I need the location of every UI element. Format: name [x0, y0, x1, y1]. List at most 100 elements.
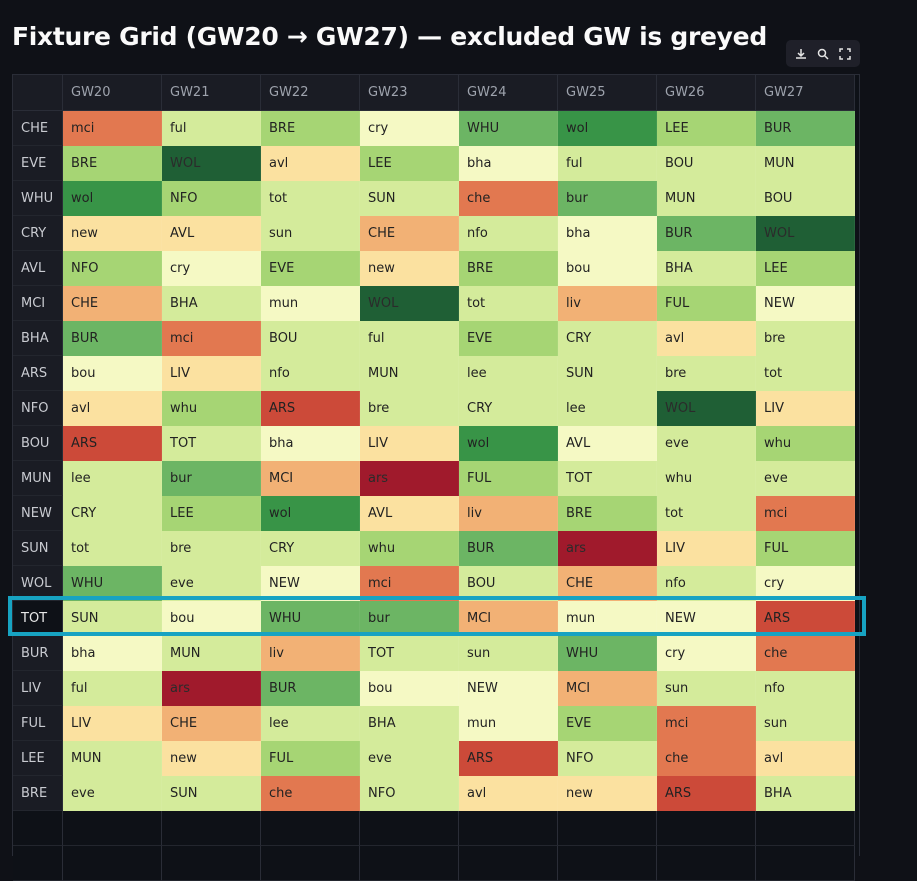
fixture-cell[interactable]: cry: [657, 636, 756, 671]
fixture-cell[interactable]: WHU: [558, 636, 657, 671]
fixture-cell[interactable]: ful: [63, 671, 162, 706]
fixture-cell[interactable]: che: [756, 636, 855, 671]
fixture-cell[interactable]: EVE: [261, 251, 360, 286]
fixture-cell[interactable]: MUN: [657, 181, 756, 216]
fixture-cell[interactable]: LIV: [162, 356, 261, 391]
fixture-cell[interactable]: CRY: [459, 391, 558, 426]
fixture-cell[interactable]: bha: [459, 146, 558, 181]
fixture-cell[interactable]: eve: [360, 741, 459, 776]
fixture-cell[interactable]: AVL: [162, 216, 261, 251]
fixture-cell[interactable]: bur: [162, 461, 261, 496]
fixture-cell[interactable]: BUR: [459, 531, 558, 566]
fixture-cell[interactable]: liv: [459, 496, 558, 531]
fixture-cell[interactable]: LIV: [63, 706, 162, 741]
row-team-label[interactable]: CRY: [13, 216, 63, 251]
fixture-cell[interactable]: nfo: [657, 566, 756, 601]
fixture-cell[interactable]: bre: [360, 391, 459, 426]
fixture-cell[interactable]: LEE: [756, 251, 855, 286]
fixture-cell[interactable]: bha: [261, 426, 360, 461]
fixture-cell[interactable]: BOU: [657, 146, 756, 181]
row-team-label[interactable]: CHE: [13, 111, 63, 146]
fixture-cell[interactable]: LEE: [360, 146, 459, 181]
fixture-cell[interactable]: bou: [360, 671, 459, 706]
row-team-label[interactable]: EVE: [13, 146, 63, 181]
column-header-gw23[interactable]: GW23: [360, 75, 459, 111]
fixture-cell[interactable]: NEW: [756, 286, 855, 321]
fixture-cell[interactable]: BUR: [63, 321, 162, 356]
fixture-cell[interactable]: BRE: [459, 251, 558, 286]
fixture-cell[interactable]: bur: [360, 601, 459, 636]
fixture-cell[interactable]: BUR: [657, 216, 756, 251]
row-team-label[interactable]: ARS: [13, 356, 63, 391]
fixture-cell[interactable]: AVL: [558, 426, 657, 461]
fixture-cell[interactable]: che: [657, 741, 756, 776]
fixture-cell[interactable]: wol: [261, 496, 360, 531]
fixture-cell[interactable]: mci: [657, 706, 756, 741]
row-team-label[interactable]: LIV: [13, 671, 63, 706]
fixture-cell[interactable]: ARS: [756, 601, 855, 636]
fixture-cell[interactable]: NEW: [459, 671, 558, 706]
fixture-cell[interactable]: eve: [63, 776, 162, 811]
fixture-cell[interactable]: new: [162, 741, 261, 776]
fixture-cell[interactable]: WHU: [261, 601, 360, 636]
fixture-cell[interactable]: eve: [756, 461, 855, 496]
fixture-cell[interactable]: mun: [261, 286, 360, 321]
fixture-cell[interactable]: CHE: [63, 286, 162, 321]
fixture-cell[interactable]: WOL: [360, 286, 459, 321]
fixture-cell[interactable]: whu: [162, 391, 261, 426]
fixture-cell[interactable]: MUN: [360, 356, 459, 391]
fixture-cell[interactable]: nfo: [756, 671, 855, 706]
fixture-cell[interactable]: tot: [261, 181, 360, 216]
fixture-cell[interactable]: mun: [558, 601, 657, 636]
fixture-cell[interactable]: bou: [162, 601, 261, 636]
fixture-cell[interactable]: bha: [63, 636, 162, 671]
fixture-cell[interactable]: LIV: [756, 391, 855, 426]
fixture-cell[interactable]: avl: [63, 391, 162, 426]
fixture-cell[interactable]: NFO: [162, 181, 261, 216]
fixture-cell[interactable]: lee: [459, 356, 558, 391]
fixture-cell[interactable]: cry: [756, 566, 855, 601]
fixture-cell[interactable]: TOT: [558, 461, 657, 496]
fixture-cell[interactable]: NEW: [657, 601, 756, 636]
fixture-cell[interactable]: eve: [657, 426, 756, 461]
fixture-cell[interactable]: BHA: [657, 251, 756, 286]
fixture-cell[interactable]: CRY: [558, 321, 657, 356]
fixture-cell[interactable]: new: [63, 216, 162, 251]
fixture-cell[interactable]: WOL: [162, 146, 261, 181]
fixture-cell[interactable]: MCI: [261, 461, 360, 496]
fixture-cell[interactable]: BRE: [63, 146, 162, 181]
fixture-cell[interactable]: BOU: [459, 566, 558, 601]
fixture-cell[interactable]: avl: [459, 776, 558, 811]
fixture-cell[interactable]: LIV: [360, 426, 459, 461]
fixture-cell[interactable]: mun: [459, 706, 558, 741]
row-team-label[interactable]: FUL: [13, 706, 63, 741]
fixture-cell[interactable]: CRY: [63, 496, 162, 531]
fixture-cell[interactable]: new: [360, 251, 459, 286]
fixture-cell[interactable]: BOU: [261, 321, 360, 356]
fixture-cell[interactable]: BUR: [756, 111, 855, 146]
fixture-cell[interactable]: mci: [756, 496, 855, 531]
row-team-label[interactable]: BHA: [13, 321, 63, 356]
fixture-cell[interactable]: SUN: [63, 601, 162, 636]
fixture-cell[interactable]: TOT: [360, 636, 459, 671]
fixture-cell[interactable]: ars: [558, 531, 657, 566]
fixture-cell[interactable]: CRY: [261, 531, 360, 566]
fixture-cell[interactable]: BRE: [558, 496, 657, 531]
row-team-label[interactable]: WHU: [13, 181, 63, 216]
fixture-cell[interactable]: WHU: [459, 111, 558, 146]
fixture-cell[interactable]: bha: [558, 216, 657, 251]
row-team-label[interactable]: AVL: [13, 251, 63, 286]
download-icon[interactable]: [793, 46, 809, 62]
fixture-cell[interactable]: mci: [162, 321, 261, 356]
fixture-cell[interactable]: FUL: [459, 461, 558, 496]
fixture-cell[interactable]: MCI: [459, 601, 558, 636]
fixture-cell[interactable]: BHA: [162, 286, 261, 321]
fixture-cell[interactable]: bre: [756, 321, 855, 356]
fixture-cell[interactable]: eve: [162, 566, 261, 601]
fixture-cell[interactable]: whu: [360, 531, 459, 566]
fixture-cell[interactable]: FUL: [657, 286, 756, 321]
fixture-cell[interactable]: AVL: [360, 496, 459, 531]
fixture-cell[interactable]: mci: [63, 111, 162, 146]
fixture-cell[interactable]: ful: [360, 321, 459, 356]
fixture-cell[interactable]: tot: [459, 286, 558, 321]
